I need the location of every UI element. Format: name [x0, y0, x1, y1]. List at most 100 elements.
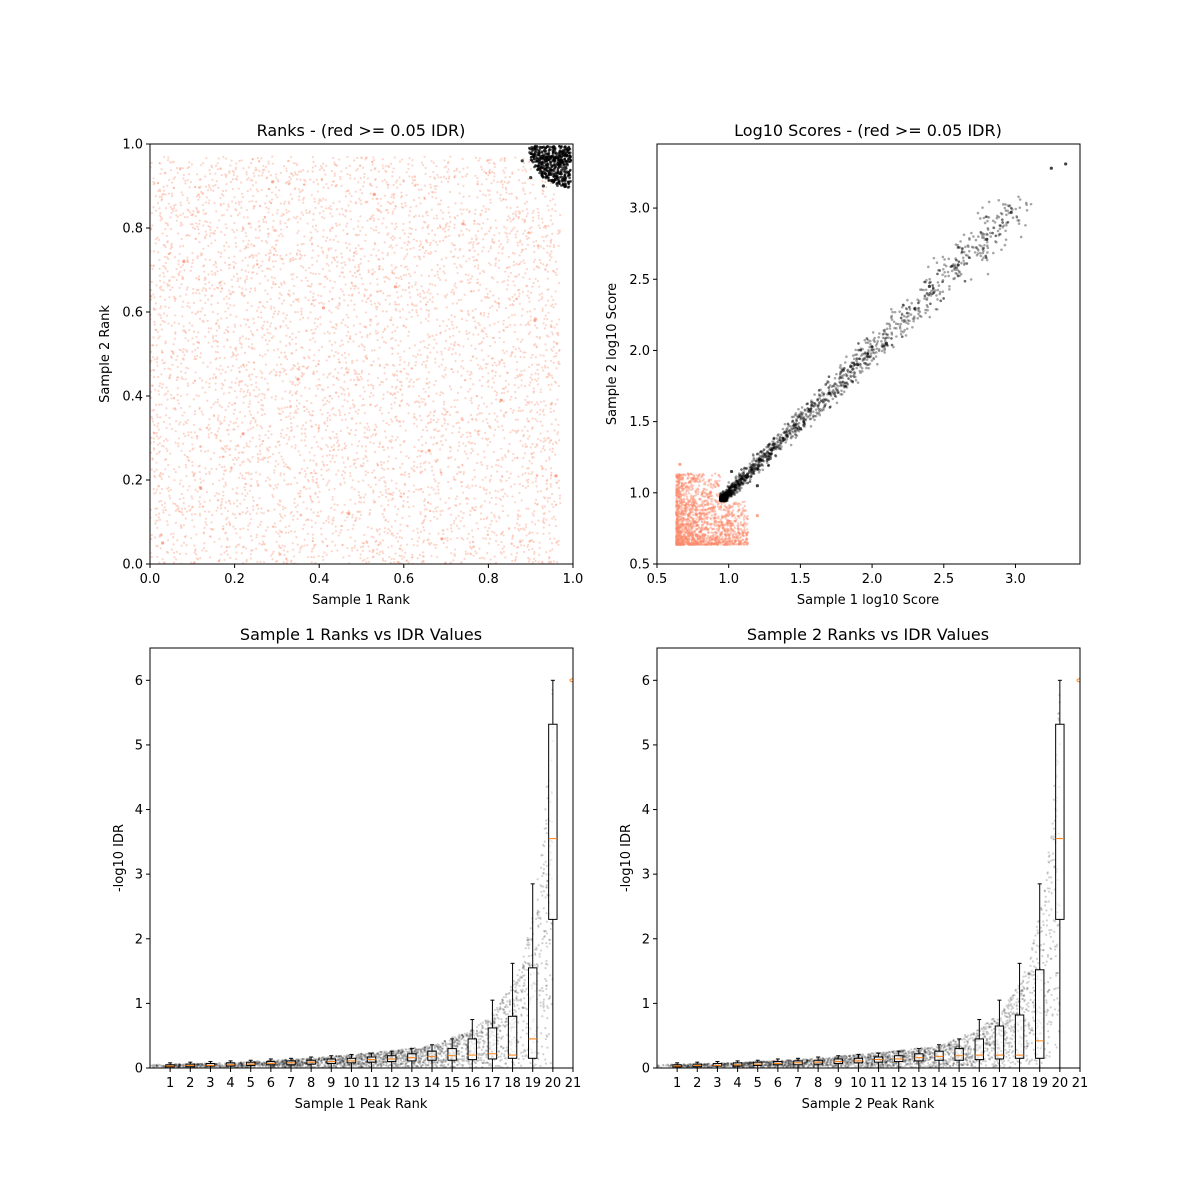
fail-point — [462, 195, 465, 198]
fail-point — [513, 526, 517, 529]
fail-point — [483, 170, 486, 173]
fail-point — [363, 348, 366, 352]
fail-point — [381, 559, 385, 562]
fail-point — [481, 269, 484, 272]
fail-point — [535, 443, 538, 446]
fail-point — [288, 524, 291, 528]
fail-point — [220, 287, 224, 290]
fail-point — [199, 449, 203, 452]
fail-point — [514, 558, 517, 561]
fail-point — [344, 283, 347, 286]
fail-point — [327, 249, 330, 252]
fail-point — [545, 459, 548, 463]
fail-point — [500, 474, 504, 478]
fail-point — [422, 387, 425, 391]
fail-point — [549, 239, 552, 243]
fail-point — [339, 175, 342, 179]
fail-point — [159, 475, 162, 478]
fail-point — [527, 472, 530, 475]
fail-point — [523, 369, 526, 372]
fail-point — [207, 224, 210, 228]
fail-point — [332, 156, 335, 159]
fail-point — [333, 174, 336, 177]
fail-point — [309, 471, 312, 475]
fail-point — [378, 495, 381, 498]
fail-point — [300, 313, 303, 316]
fail-point — [435, 442, 438, 445]
fail-point — [544, 224, 548, 228]
fail-point — [284, 182, 288, 185]
fail-point — [223, 282, 226, 285]
fail-point — [181, 275, 184, 278]
fail-point — [373, 501, 376, 504]
fail-point — [543, 224, 547, 228]
fail-point — [471, 309, 474, 312]
fail-point — [368, 508, 372, 512]
fail-point — [557, 331, 560, 335]
fail-point — [422, 541, 425, 544]
fail-point — [440, 350, 443, 353]
fail-point — [248, 402, 251, 406]
fail-point — [335, 391, 338, 394]
fail-point — [384, 481, 387, 484]
fail-point — [486, 516, 489, 519]
fail-point — [401, 557, 404, 560]
fail-point — [276, 502, 280, 506]
fail-point — [438, 267, 442, 270]
fail-point — [446, 162, 450, 165]
fail-point — [373, 302, 376, 305]
fail-point — [229, 466, 232, 470]
fail-point — [506, 266, 510, 269]
fail-point — [212, 415, 216, 418]
fail-point — [363, 325, 366, 328]
fail-point — [279, 340, 282, 343]
fail-point — [236, 279, 239, 283]
fail-point — [210, 242, 213, 245]
fail-point — [513, 501, 517, 504]
fail-point — [381, 550, 384, 553]
fail-point — [203, 278, 206, 282]
fail-point — [512, 280, 515, 283]
fail-point — [357, 264, 360, 267]
fail-point — [249, 440, 252, 443]
fail-point — [160, 198, 163, 201]
fail-point — [382, 217, 385, 220]
fail-point — [469, 513, 472, 517]
fail-point — [459, 386, 463, 389]
fail-point — [311, 372, 315, 375]
fail-point — [267, 170, 270, 173]
fail-point — [419, 488, 422, 491]
fail-point — [267, 449, 270, 452]
fail-point — [321, 460, 324, 463]
fail-point — [186, 178, 189, 182]
fail-point — [496, 191, 499, 194]
fail-point — [197, 288, 200, 292]
fail-point — [365, 456, 368, 459]
fail-point — [242, 240, 245, 243]
fail-point — [300, 254, 303, 257]
fail-point — [207, 331, 210, 334]
fail-point — [274, 484, 277, 487]
fail-point — [335, 255, 338, 258]
fail-point — [179, 394, 183, 398]
fail-point — [157, 313, 160, 316]
fail-point — [503, 171, 506, 174]
fail-point — [512, 260, 515, 263]
fail-point — [238, 339, 241, 342]
fail-point — [259, 425, 262, 428]
fail-point — [157, 238, 160, 242]
fail-point — [490, 496, 493, 500]
fail-point — [186, 256, 189, 259]
fail-point — [458, 235, 461, 238]
fail-point — [541, 468, 544, 471]
fail-point — [424, 364, 427, 367]
fail-point — [549, 407, 552, 410]
fail-point — [421, 163, 425, 167]
fail-point — [173, 176, 177, 179]
fail-point — [532, 387, 535, 390]
fail-point — [188, 509, 191, 512]
fail-point — [398, 310, 401, 313]
fail-point — [497, 297, 501, 300]
fail-point — [464, 444, 467, 448]
fail-point — [228, 297, 231, 300]
